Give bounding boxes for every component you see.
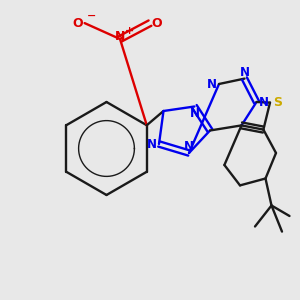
Text: N: N [184, 140, 194, 153]
Text: N: N [115, 29, 125, 43]
Text: N: N [146, 137, 157, 151]
Text: O: O [73, 16, 83, 30]
Text: +: + [124, 26, 134, 36]
Text: N: N [239, 65, 250, 79]
Text: S: S [274, 96, 283, 109]
Text: N: N [206, 77, 217, 91]
Text: N: N [259, 95, 269, 109]
Text: −: − [86, 11, 96, 21]
Text: N: N [189, 106, 200, 120]
Text: O: O [151, 16, 162, 30]
